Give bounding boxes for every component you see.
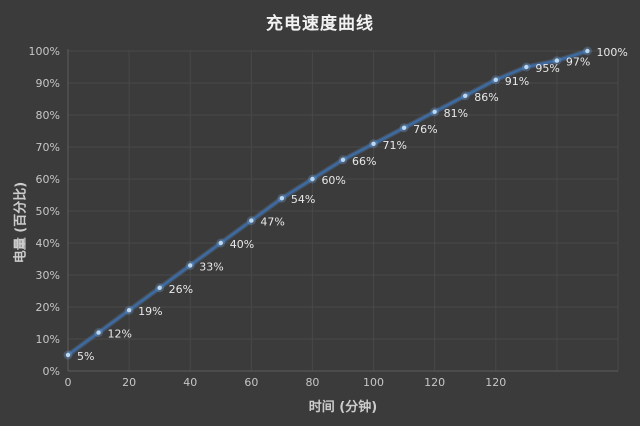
data-point-label: 12%: [108, 328, 132, 341]
data-point: [157, 285, 162, 290]
data-point: [463, 93, 468, 99]
x-tick-label: 120: [424, 376, 445, 389]
y-tick-label: 30%: [36, 269, 60, 282]
data-point-label: 54%: [291, 193, 315, 206]
data-point-label: 97%: [566, 56, 590, 69]
data-point: [554, 58, 560, 63]
x-axis-title: 时间 (分钟): [308, 400, 378, 415]
data-point: [401, 125, 407, 130]
data-point: [432, 109, 437, 115]
y-tick-label: 90%: [36, 77, 60, 90]
data-point-label: 95%: [535, 62, 559, 75]
data-point-label: 40%: [230, 238, 254, 251]
x-tick-label: 100: [363, 376, 384, 389]
data-point-label: 5%: [77, 350, 94, 363]
data-point-label: 66%: [352, 155, 376, 168]
data-point-label: 60%: [321, 174, 345, 187]
y-tick-label: 80%: [36, 109, 60, 122]
y-tick-label: 40%: [36, 237, 60, 250]
x-tick-label: 120: [485, 376, 506, 389]
data-point: [188, 263, 193, 268]
data-point: [126, 308, 132, 313]
data-point-label: 86%: [474, 91, 498, 104]
y-tick-label: 20%: [36, 301, 60, 314]
data-point: [493, 77, 498, 83]
data-point-label: 19%: [138, 305, 162, 318]
data-point-label: 81%: [444, 107, 468, 120]
data-point: [310, 176, 315, 182]
data-point-label: 76%: [413, 123, 437, 136]
x-tick-label: 40: [183, 376, 197, 389]
data-point-label: 91%: [505, 75, 529, 88]
data-point: [96, 330, 101, 335]
x-tick-label: 80: [305, 376, 319, 389]
y-axis-title: 电量 (百分比): [13, 181, 29, 264]
data-point: [218, 240, 223, 246]
data-point: [249, 218, 254, 223]
x-tick-label: 0: [65, 376, 72, 389]
data-point-label: 71%: [383, 139, 407, 152]
data-point: [65, 352, 71, 358]
y-tick-label: 0%: [43, 365, 60, 378]
x-tick-label: 20: [122, 376, 136, 389]
x-tick-label: 60: [244, 376, 258, 389]
data-point-label: 26%: [169, 283, 193, 296]
y-tick-label: 100%: [29, 45, 60, 58]
data-point-label: 33%: [199, 260, 223, 273]
y-tick-label: 50%: [36, 205, 60, 218]
data-point: [279, 196, 285, 201]
y-tick-label: 70%: [36, 141, 60, 154]
y-tick-label: 10%: [36, 333, 60, 346]
data-point: [524, 64, 529, 70]
data-point-label: 47%: [260, 216, 284, 229]
data-point: [371, 141, 376, 146]
data-point-label: 100%: [596, 46, 627, 59]
data-point: [585, 48, 590, 54]
y-tick-label: 60%: [36, 173, 60, 186]
chart-title: 充电速度曲线: [266, 14, 374, 34]
series-line: [67, 49, 588, 356]
data-point: [340, 157, 346, 162]
